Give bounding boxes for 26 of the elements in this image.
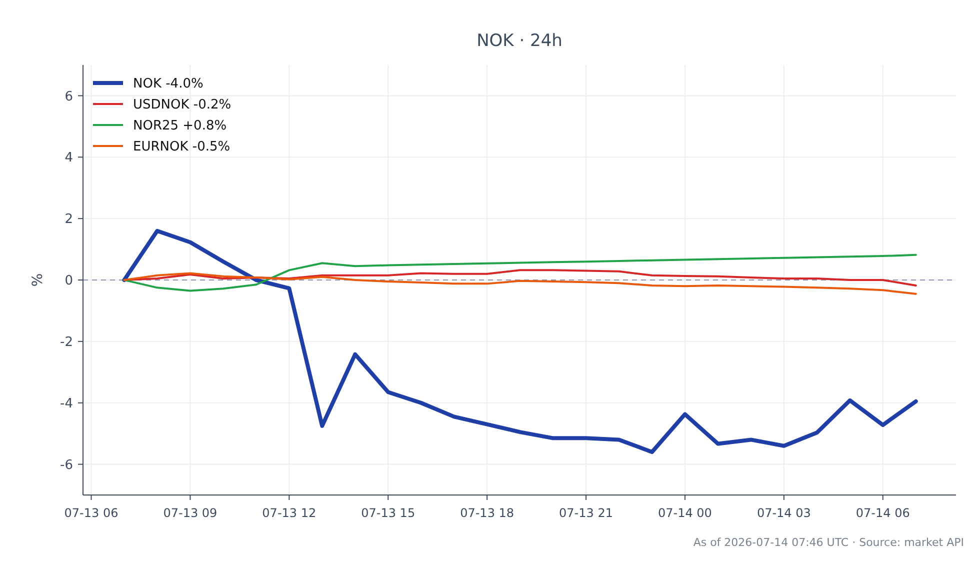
x-tick-label: 07-13 09 [163, 506, 218, 520]
line-series [122, 228, 918, 454]
chart-title: NOK · 24h [476, 31, 562, 51]
y-tick-label: 2 [64, 212, 73, 228]
text: As of 2026-07-14 07:46 UTC · Source: market API [693, 536, 964, 549]
x-tick-label: 07-14 06 [856, 506, 910, 520]
x-tick-label: 07-13 06 [64, 506, 118, 520]
legend-label: USDNOK -0.2% [133, 98, 232, 113]
y-tick-label: 6 [64, 89, 73, 104]
y-tick-label: 0 [64, 274, 73, 289]
line-series [123, 272, 917, 295]
x-tick-label: 07-13 15 [361, 506, 416, 520]
y-tick-label: -6 [60, 458, 73, 473]
legend-label: EURNOK -0.5% [133, 140, 230, 155]
x-tick-label: 07-14 00 [658, 506, 712, 520]
x-tick-label: 07-13 12 [262, 506, 316, 520]
line-series [123, 254, 917, 292]
legend-label: NOK -4.0% [133, 76, 204, 92]
x-tick-label: 07-13 18 [460, 506, 514, 520]
y-tick-label: 4 [64, 150, 73, 166]
y-tick-label: -2 [60, 334, 73, 350]
y-tick-label: -4 [60, 396, 73, 412]
legend-label: NOR25 +0.8% [133, 118, 227, 134]
x-tick-label: 07-13 21 [559, 506, 613, 520]
y-axis-title: % [30, 273, 46, 287]
x-tick-label: 07-14 03 [756, 506, 811, 520]
